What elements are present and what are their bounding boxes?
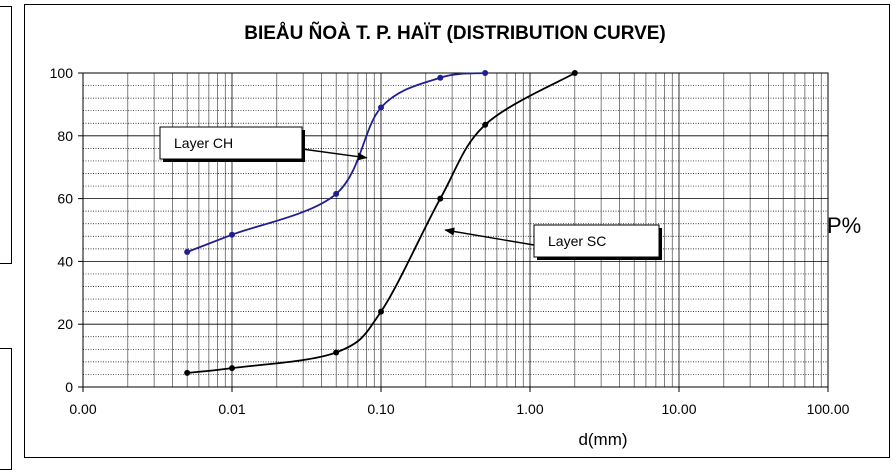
chart-frame (24, 4, 890, 458)
data-point-layer-ch (184, 248, 191, 255)
y-tick-label: 20 (57, 316, 73, 332)
data-point-layer-ch (437, 74, 444, 81)
ticks: 0 20 40 60 80 100 0.00 0.01 0.10 1.00 10.00 100.00 (50, 65, 850, 417)
x-tick-label: 0.10 (367, 401, 394, 417)
callout-label-layer-sc: Layer SC (548, 233, 606, 249)
callout-arrow-layer-ch (301, 148, 368, 161)
annotations: Layer CH Layer SC (159, 126, 662, 260)
y-tick-label: 40 (57, 253, 73, 269)
data-point-layer-ch (333, 190, 340, 197)
left-frame-top (0, 6, 12, 264)
data-point-layer-sc (437, 195, 444, 202)
y-tick-label: 60 (57, 191, 73, 207)
y-tick-label: 100 (50, 65, 74, 81)
x-tick-label: 0.01 (218, 401, 245, 417)
callout-label-layer-ch: Layer CH (174, 135, 233, 151)
data-point-layer-sc (378, 308, 384, 315)
callout-arrow-layer-sc (444, 227, 535, 246)
callout-box-layer-ch (159, 126, 303, 160)
grid (83, 73, 828, 387)
data-point-layer-sc (571, 70, 578, 76)
x-tick-label: 1.00 (516, 401, 543, 417)
data-point-layer-sc (333, 349, 340, 356)
x-axis-label: d(mm) (578, 430, 627, 449)
data-point-layer-sc (482, 121, 489, 128)
data-point-layer-ch (482, 70, 489, 76)
data-point-layer-sc (184, 369, 191, 376)
chart-title: BIEÅU ÑOÀ T. P. HAÏT (DISTRIBUTION CURVE… (244, 22, 666, 44)
data-point-layer-ch (378, 104, 384, 111)
x-tick-label: 0.00 (69, 401, 96, 417)
y-tick-label: 80 (57, 128, 73, 144)
y-axis-label: P% (827, 213, 861, 238)
data-point-layer-ch (229, 231, 235, 238)
data-point-layer-sc (229, 365, 235, 372)
x-tick-label: 10.00 (661, 401, 696, 417)
x-tick-label: 100.00 (807, 401, 850, 417)
callout-box-layer-sc (533, 224, 660, 258)
plot-area (82, 72, 829, 388)
y-tick-label: 0 (65, 379, 73, 395)
